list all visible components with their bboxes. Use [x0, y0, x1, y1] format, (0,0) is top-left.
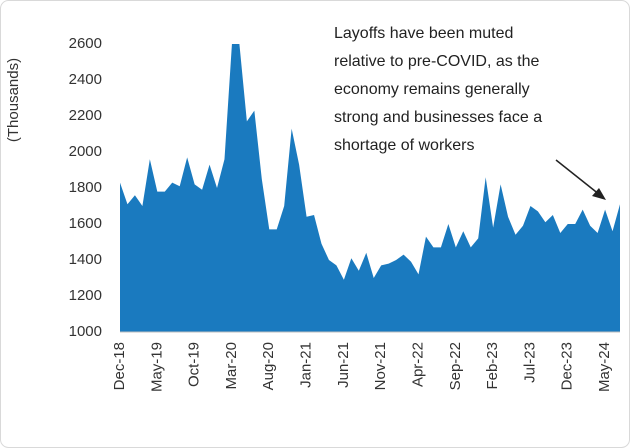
y-tick-label: 1200	[69, 287, 102, 304]
y-tick-label: 1800	[69, 179, 102, 196]
x-tick-label: Apr-22	[409, 342, 426, 387]
x-tick-label: Jul-23	[521, 342, 538, 383]
y-tick-label: 2200	[69, 107, 102, 124]
x-tick-label: Aug-20	[260, 342, 277, 390]
area	[120, 44, 620, 332]
x-tick-label: Jun-21	[335, 342, 352, 388]
arrow-head	[592, 188, 606, 200]
x-tick-label: May-19	[148, 342, 165, 392]
x-tick-label: Dec-18	[111, 342, 128, 390]
annotation: Layoffs have been muted relative to pre-…	[334, 25, 542, 154]
annotation-line: economy remains generally	[334, 81, 530, 98]
annotation-line: relative to pre-COVID, as the	[334, 53, 540, 70]
plot-area: 1000 1200 1400 1600 1800 2000 2200 2400 2600 Dec-…	[69, 35, 620, 392]
annotation-line: shortage of workers	[334, 137, 475, 154]
arrow-line	[555, 159, 601, 196]
y-tick-label: 2600	[69, 35, 102, 52]
y-tick-label: 1000	[69, 323, 102, 340]
x-tick-label: Oct-19	[186, 342, 203, 387]
y-tick-label: 1600	[69, 215, 102, 232]
x-tick-label: Dec-23	[559, 342, 576, 390]
y-tick-label: 1400	[69, 251, 102, 268]
x-tick-label: Jan-21	[298, 342, 315, 388]
annotation-line: Layoffs have been muted	[334, 25, 513, 42]
y-axis-label: (Thousands)	[5, 58, 22, 142]
x-tick-label: Sep-22	[447, 342, 464, 390]
y-tick-label: 2400	[69, 71, 102, 88]
x-tick-label: Mar-20	[223, 342, 240, 390]
x-tick-label: May-24	[596, 342, 613, 392]
y-tick-label: 2000	[69, 143, 102, 160]
x-tick-label: Nov-21	[372, 342, 389, 390]
x-tick-label: Feb-23	[484, 342, 501, 390]
annotation-line: strong and businesses face a	[334, 109, 542, 126]
